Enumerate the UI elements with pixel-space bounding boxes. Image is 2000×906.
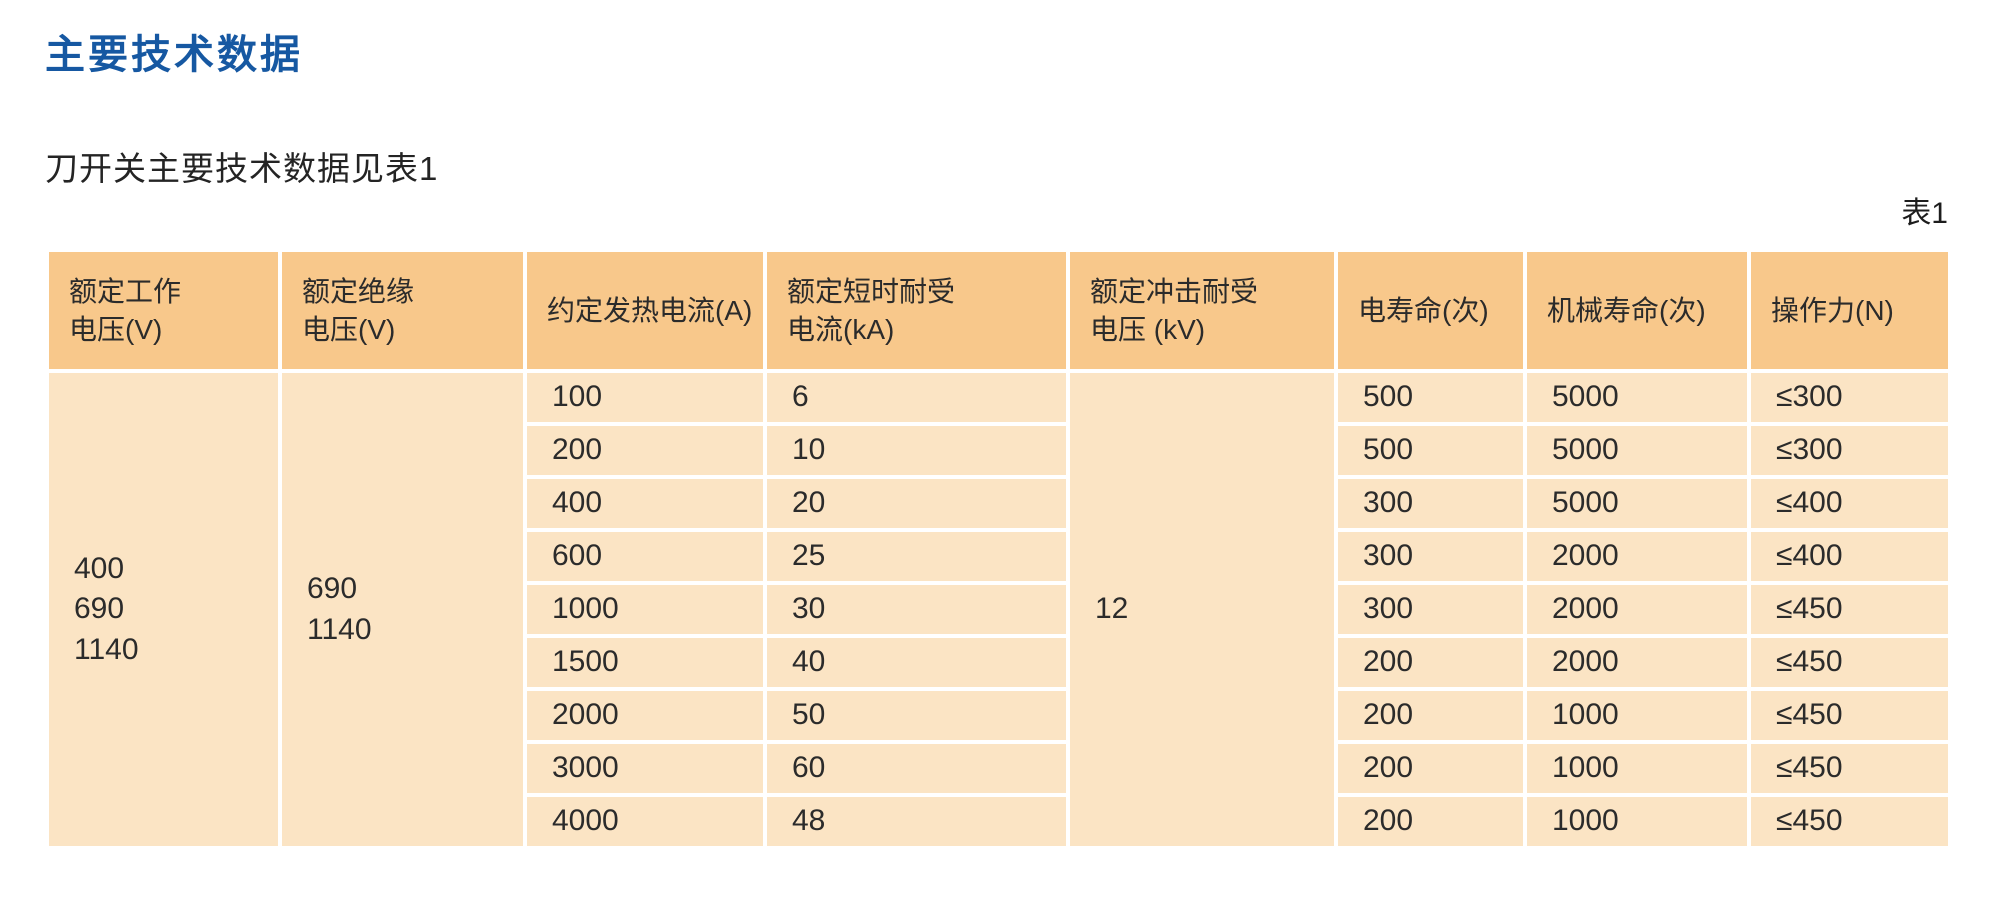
cell-short-time-current: 48: [763, 793, 1070, 850]
cell-electrical-life: 300: [1334, 528, 1527, 585]
cell-mechanical-life: 1000: [1523, 793, 1751, 850]
cell-conventional-current: 200: [523, 422, 767, 479]
cell-short-time-current: 40: [763, 634, 1070, 691]
cell-short-time-current: 50: [763, 687, 1070, 744]
cell-operating-force: ≤400: [1747, 475, 1952, 532]
table-row: 200 10 500 5000 ≤300: [47, 422, 1952, 479]
cell-rated-impulse-voltage: 12: [1066, 369, 1338, 850]
cell-operating-force: ≤450: [1747, 793, 1952, 850]
cell-conventional-current: 100: [523, 369, 767, 426]
cell-conventional-current: 2000: [523, 687, 767, 744]
cell-electrical-life: 200: [1334, 740, 1527, 797]
cell-rated-insulation-voltage: 690 1140: [278, 369, 527, 850]
cell-operating-force: ≤300: [1747, 422, 1952, 479]
cell-electrical-life: 200: [1334, 634, 1527, 691]
cell-short-time-current: 6: [763, 369, 1070, 426]
table-header: 额定工作 电压(V) 额定绝缘 电压(V) 约定发热电流(A) 额定短时耐受 电…: [45, 248, 1952, 373]
cell-operating-force: ≤300: [1747, 369, 1952, 426]
cell-short-time-current: 25: [763, 528, 1070, 585]
cell-mechanical-life: 5000: [1523, 422, 1751, 479]
header-row: 额定工作 电压(V) 额定绝缘 电压(V) 约定发热电流(A) 额定短时耐受 电…: [45, 248, 1952, 373]
cell-electrical-life: 300: [1334, 581, 1527, 638]
table-body: 400 690 1140 690 1140 100 6 12 500 5000 …: [45, 369, 1952, 850]
col-header-operating-force: 操作力(N): [1747, 248, 1952, 373]
cell-mechanical-life: 5000: [1523, 475, 1751, 532]
table-label: 表1: [1901, 197, 1948, 230]
cell-electrical-life: 300: [1334, 475, 1527, 532]
cell-conventional-current: 4000: [523, 793, 767, 850]
table-row: 1000 30 300 2000 ≤450: [47, 581, 1952, 638]
cell-conventional-current: 3000: [523, 740, 767, 797]
cell-electrical-life: 500: [1334, 422, 1527, 479]
cell-short-time-current: 60: [763, 740, 1070, 797]
cell-short-time-current: 20: [763, 475, 1070, 532]
cell-operating-force: ≤450: [1747, 740, 1952, 797]
cell-mechanical-life: 2000: [1523, 634, 1751, 691]
cell-electrical-life: 200: [1334, 687, 1527, 744]
cell-operating-force: ≤450: [1747, 581, 1952, 638]
cell-mechanical-life: 1000: [1523, 740, 1751, 797]
table-row: 400 690 1140 690 1140 100 6 12 500 5000 …: [45, 369, 1952, 850]
intro-text: 刀开关主要技术数据见表1: [45, 150, 439, 187]
cell-mechanical-life: 5000: [1523, 369, 1751, 426]
cell-operating-force: ≤450: [1747, 687, 1952, 744]
cell-conventional-current: 1000: [523, 581, 767, 638]
table-row: 600 25 300 2000 ≤400: [47, 528, 1952, 585]
col-header-mechanical-life: 机械寿命(次): [1523, 248, 1751, 373]
table-row: 3000 60 200 1000 ≤450: [47, 740, 1952, 797]
col-header-impulse-withstand-voltage: 额定冲击耐受 电压 (kV): [1066, 248, 1338, 373]
cell-conventional-current: 600: [523, 528, 767, 585]
col-header-short-time-withstand-current: 额定短时耐受 电流(kA): [763, 248, 1070, 373]
col-header-electrical-life: 电寿命(次): [1334, 248, 1527, 373]
technical-data-table: 额定工作 电压(V) 额定绝缘 电压(V) 约定发热电流(A) 额定短时耐受 电…: [45, 248, 1952, 850]
cell-operating-force: ≤450: [1747, 634, 1952, 691]
table-row: 1500 40 200 2000 ≤450: [47, 634, 1952, 691]
page-title: 主要技术数据: [45, 33, 303, 77]
table-row: 4000 48 200 1000 ≤450: [47, 793, 1952, 850]
cell-electrical-life: 500: [1334, 369, 1527, 426]
cell-conventional-current: 400: [523, 475, 767, 532]
cell-mechanical-life: 2000: [1523, 581, 1751, 638]
cell-operating-force: ≤400: [1747, 528, 1952, 585]
table-row: 400 20 300 5000 ≤400: [47, 475, 1952, 532]
col-header-rated-insulation-voltage: 额定绝缘 电压(V): [278, 248, 527, 373]
col-header-rated-working-voltage: 额定工作 电压(V): [45, 248, 282, 373]
cell-mechanical-life: 2000: [1523, 528, 1751, 585]
cell-mechanical-life: 1000: [1523, 687, 1751, 744]
col-header-conventional-heating-current: 约定发热电流(A): [523, 248, 767, 373]
cell-conventional-current: 1500: [523, 634, 767, 691]
cell-rated-working-voltage: 400 690 1140: [45, 369, 282, 850]
cell-short-time-current: 30: [763, 581, 1070, 638]
table-row: 2000 50 200 1000 ≤450: [47, 687, 1952, 744]
cell-electrical-life: 200: [1334, 793, 1527, 850]
cell-short-time-current: 10: [763, 422, 1070, 479]
